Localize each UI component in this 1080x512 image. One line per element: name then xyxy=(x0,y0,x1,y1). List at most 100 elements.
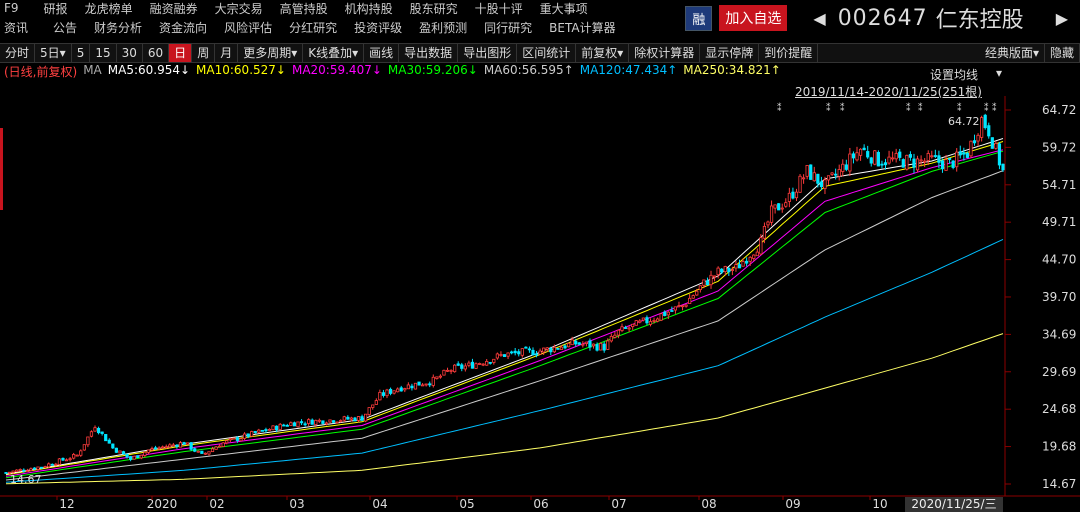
toolbar-item[interactable]: 更多周期▾ xyxy=(238,44,304,62)
candlestick-chart[interactable]: 64.72 59.72 54.71 49.71 44.70 39.70 34.69 29.69… xyxy=(0,96,1080,512)
candle-body xyxy=(994,143,998,149)
candle-body xyxy=(371,404,375,408)
nav-item[interactable]: 股东研究 xyxy=(409,1,458,16)
nav-item[interactable]: 资金流向 xyxy=(159,20,208,35)
candle-body xyxy=(727,267,731,273)
candle-body xyxy=(153,447,158,450)
toolbar-right-item[interactable]: 经典版面▾ xyxy=(980,44,1045,62)
nav-item[interactable]: 公告 xyxy=(53,20,78,35)
candle-body xyxy=(698,285,702,291)
nav-item[interactable]: 财务分析 xyxy=(94,20,143,35)
candle-body xyxy=(64,459,69,462)
nav-item[interactable]: 风险评估 xyxy=(224,20,273,35)
candle-body xyxy=(381,392,386,396)
candle-body xyxy=(873,150,877,165)
candle-body xyxy=(958,151,962,156)
candle-body xyxy=(100,431,104,434)
candle-body xyxy=(218,445,222,448)
toolbar-item[interactable]: 5 xyxy=(72,44,91,62)
nav-item[interactable]: 投资评级 xyxy=(354,20,403,35)
event-marker-icon: ⁑ xyxy=(918,102,923,114)
candle-body xyxy=(762,225,767,239)
candle-body xyxy=(926,153,930,161)
nav-item[interactable]: 盈利预测 xyxy=(419,20,468,35)
x-tick-label: 04 xyxy=(372,497,387,511)
x-tick-label: 2020 xyxy=(147,497,178,511)
toolbar-item[interactable]: 5日▾ xyxy=(35,44,72,62)
candle-body xyxy=(545,347,549,350)
nav-item[interactable]: BETA计算器 xyxy=(549,20,616,35)
toolbar-item[interactable]: 15 xyxy=(90,44,117,62)
candle-body xyxy=(951,160,955,168)
nav-item[interactable]: 大宗交易 xyxy=(214,1,263,16)
x-tick-label: 05 xyxy=(459,497,474,511)
toolbar-item[interactable]: 导出数据 xyxy=(399,44,459,62)
candle-body xyxy=(969,140,973,157)
toolbar-item[interactable]: 月 xyxy=(215,44,239,62)
nav-item[interactable]: 分红研究 xyxy=(289,20,338,35)
candle-body xyxy=(805,165,809,177)
toolbar-item[interactable]: 30 xyxy=(117,44,143,62)
nav-item[interactable]: 研报 xyxy=(43,1,68,16)
candle-body xyxy=(705,280,710,286)
nav-item[interactable]: 机构持股 xyxy=(344,1,393,16)
candle-body xyxy=(937,155,941,163)
candle-body xyxy=(438,375,443,378)
nav-item[interactable]: F9 xyxy=(4,1,19,15)
candle-body xyxy=(837,169,841,177)
candle-body xyxy=(203,452,207,455)
add-favorite-button[interactable]: 加入自选 xyxy=(719,5,788,31)
nav-item[interactable]: 龙虎榜单 xyxy=(84,1,133,16)
toolbar-item[interactable]: 日 xyxy=(169,44,193,62)
toolbar-item[interactable]: 分时 xyxy=(0,44,36,62)
candle-body xyxy=(118,450,122,454)
candle-body xyxy=(638,320,642,323)
set-ma-dropdown[interactable]: 设置均线 ▾ xyxy=(930,66,1002,82)
candle-body xyxy=(410,385,414,389)
toolbar-item[interactable]: 周 xyxy=(192,44,216,62)
nav-item[interactable]: 融资融券 xyxy=(149,1,198,16)
toolbar-item[interactable]: 前复权▾ xyxy=(576,44,630,62)
y-tick-label: 29.69 xyxy=(1042,365,1076,379)
current-date-box xyxy=(905,497,1003,512)
nav-item[interactable]: 重大事项 xyxy=(539,1,588,16)
nav-item[interactable]: 同行研究 xyxy=(484,20,533,35)
candle-body xyxy=(470,361,475,369)
candle-body xyxy=(193,448,197,452)
candle-body xyxy=(221,442,225,447)
candle-body xyxy=(826,175,831,181)
candle-body xyxy=(275,425,279,431)
candle-body xyxy=(695,290,699,296)
toolbar-item[interactable]: 区间统计 xyxy=(517,44,577,62)
next-stock-arrow-icon[interactable]: ▶ xyxy=(1055,8,1068,28)
toolbar-item[interactable]: 60 xyxy=(143,44,170,62)
nav-item[interactable]: 十股十评 xyxy=(474,1,523,16)
toolbar-item[interactable]: 到价提醒 xyxy=(759,44,819,62)
chart-type-label: (日线,前复权) xyxy=(4,65,78,79)
candle-body xyxy=(449,369,453,372)
candle-body xyxy=(492,358,496,363)
date-range-label[interactable]: 2019/11/14-2020/11/25(251根) xyxy=(795,85,982,99)
nav-item[interactable]: 资讯 xyxy=(4,20,29,35)
toolbar-item[interactable]: 显示停牌 xyxy=(700,44,760,62)
toolbar-item[interactable]: 导出图形 xyxy=(458,44,518,62)
candle-body xyxy=(11,470,15,473)
candle-body xyxy=(972,140,977,144)
x-tick-label: 06 xyxy=(533,497,548,511)
nav-item[interactable]: 高管持股 xyxy=(279,1,328,16)
rong-badge[interactable]: 融 xyxy=(685,5,713,31)
toolbar-item[interactable]: 画线 xyxy=(364,44,400,62)
candle-body xyxy=(136,455,140,458)
candle-body xyxy=(15,469,19,473)
candle-body xyxy=(634,320,638,326)
prev-stock-arrow-icon[interactable]: ◀ xyxy=(813,8,826,28)
candle-body xyxy=(392,390,396,394)
toolbar-right-item[interactable]: 隐藏 xyxy=(1045,44,1080,62)
x-tick-label: 03 xyxy=(289,497,304,511)
x-tick-label: 02 xyxy=(209,497,224,511)
candle-body xyxy=(677,305,681,308)
toolbar-item[interactable]: K线叠加▾ xyxy=(303,44,365,62)
toolbar-item[interactable]: 除权计算器 xyxy=(629,44,701,62)
candle-body xyxy=(794,191,799,199)
candle-body xyxy=(292,422,297,427)
